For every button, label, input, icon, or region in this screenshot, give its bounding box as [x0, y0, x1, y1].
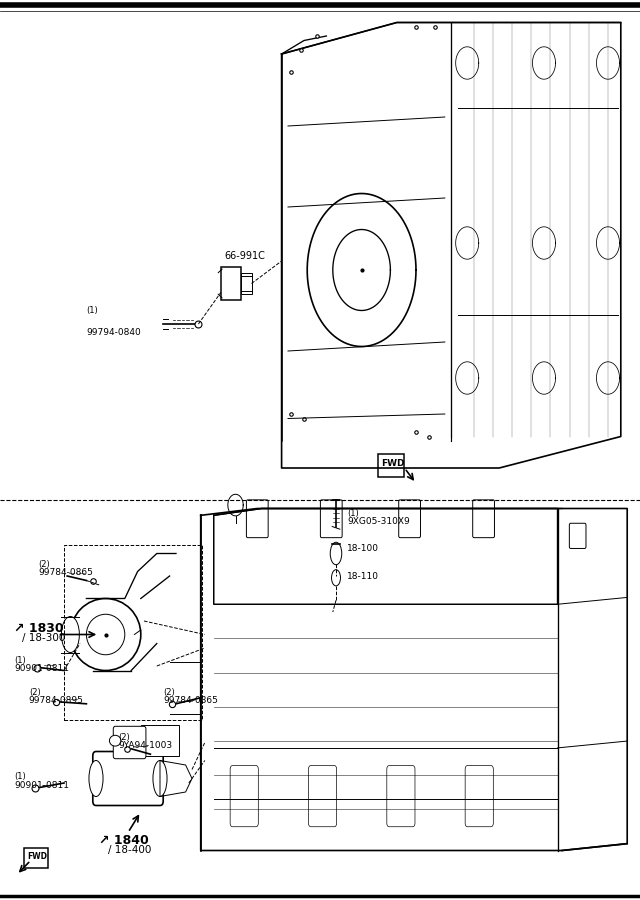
Text: (2): (2)	[29, 688, 40, 697]
Ellipse shape	[61, 616, 79, 652]
FancyBboxPatch shape	[387, 766, 415, 827]
FancyBboxPatch shape	[141, 724, 179, 756]
FancyBboxPatch shape	[230, 766, 259, 827]
Ellipse shape	[86, 614, 125, 655]
Ellipse shape	[330, 542, 342, 565]
Text: 9YA94-1003: 9YA94-1003	[118, 741, 173, 750]
FancyBboxPatch shape	[308, 766, 337, 827]
FancyBboxPatch shape	[221, 267, 241, 300]
FancyBboxPatch shape	[246, 500, 268, 537]
FancyBboxPatch shape	[93, 752, 163, 806]
Text: ↗ 1830: ↗ 1830	[14, 622, 64, 634]
Text: 99784-0865: 99784-0865	[38, 568, 93, 577]
Ellipse shape	[89, 760, 103, 796]
Text: / 18-400: / 18-400	[108, 845, 151, 855]
Text: 99794-0840: 99794-0840	[86, 328, 141, 337]
FancyBboxPatch shape	[113, 726, 146, 759]
Text: FWD: FWD	[381, 459, 404, 468]
FancyBboxPatch shape	[473, 500, 495, 537]
Text: ↗ 1840: ↗ 1840	[99, 834, 149, 847]
Text: (2): (2)	[118, 733, 130, 742]
Text: (1): (1)	[86, 306, 98, 315]
Text: 66-991C: 66-991C	[224, 251, 265, 261]
Text: (1): (1)	[347, 508, 358, 518]
Text: 9XG05-310X9: 9XG05-310X9	[347, 517, 410, 526]
Ellipse shape	[332, 570, 340, 586]
Text: 90901-0811: 90901-0811	[14, 780, 69, 789]
FancyBboxPatch shape	[24, 848, 48, 868]
Text: 99784-0895: 99784-0895	[29, 696, 84, 705]
Text: 18-100: 18-100	[347, 544, 379, 553]
FancyBboxPatch shape	[465, 766, 493, 827]
Text: (2): (2)	[38, 560, 50, 569]
FancyBboxPatch shape	[241, 273, 252, 294]
Ellipse shape	[109, 735, 121, 746]
FancyBboxPatch shape	[399, 500, 420, 537]
Text: 99784-0865: 99784-0865	[163, 696, 218, 705]
FancyBboxPatch shape	[321, 500, 342, 537]
Ellipse shape	[70, 598, 141, 670]
FancyBboxPatch shape	[378, 454, 404, 477]
Text: (1): (1)	[14, 772, 26, 781]
Text: FWD: FWD	[27, 852, 47, 861]
Ellipse shape	[153, 760, 167, 796]
Text: 90901-0811: 90901-0811	[14, 664, 69, 673]
Text: 18-110: 18-110	[347, 572, 379, 580]
FancyBboxPatch shape	[570, 523, 586, 548]
Text: (1): (1)	[14, 656, 26, 665]
Text: / 18-300: / 18-300	[22, 633, 66, 643]
Text: (2): (2)	[163, 688, 175, 697]
